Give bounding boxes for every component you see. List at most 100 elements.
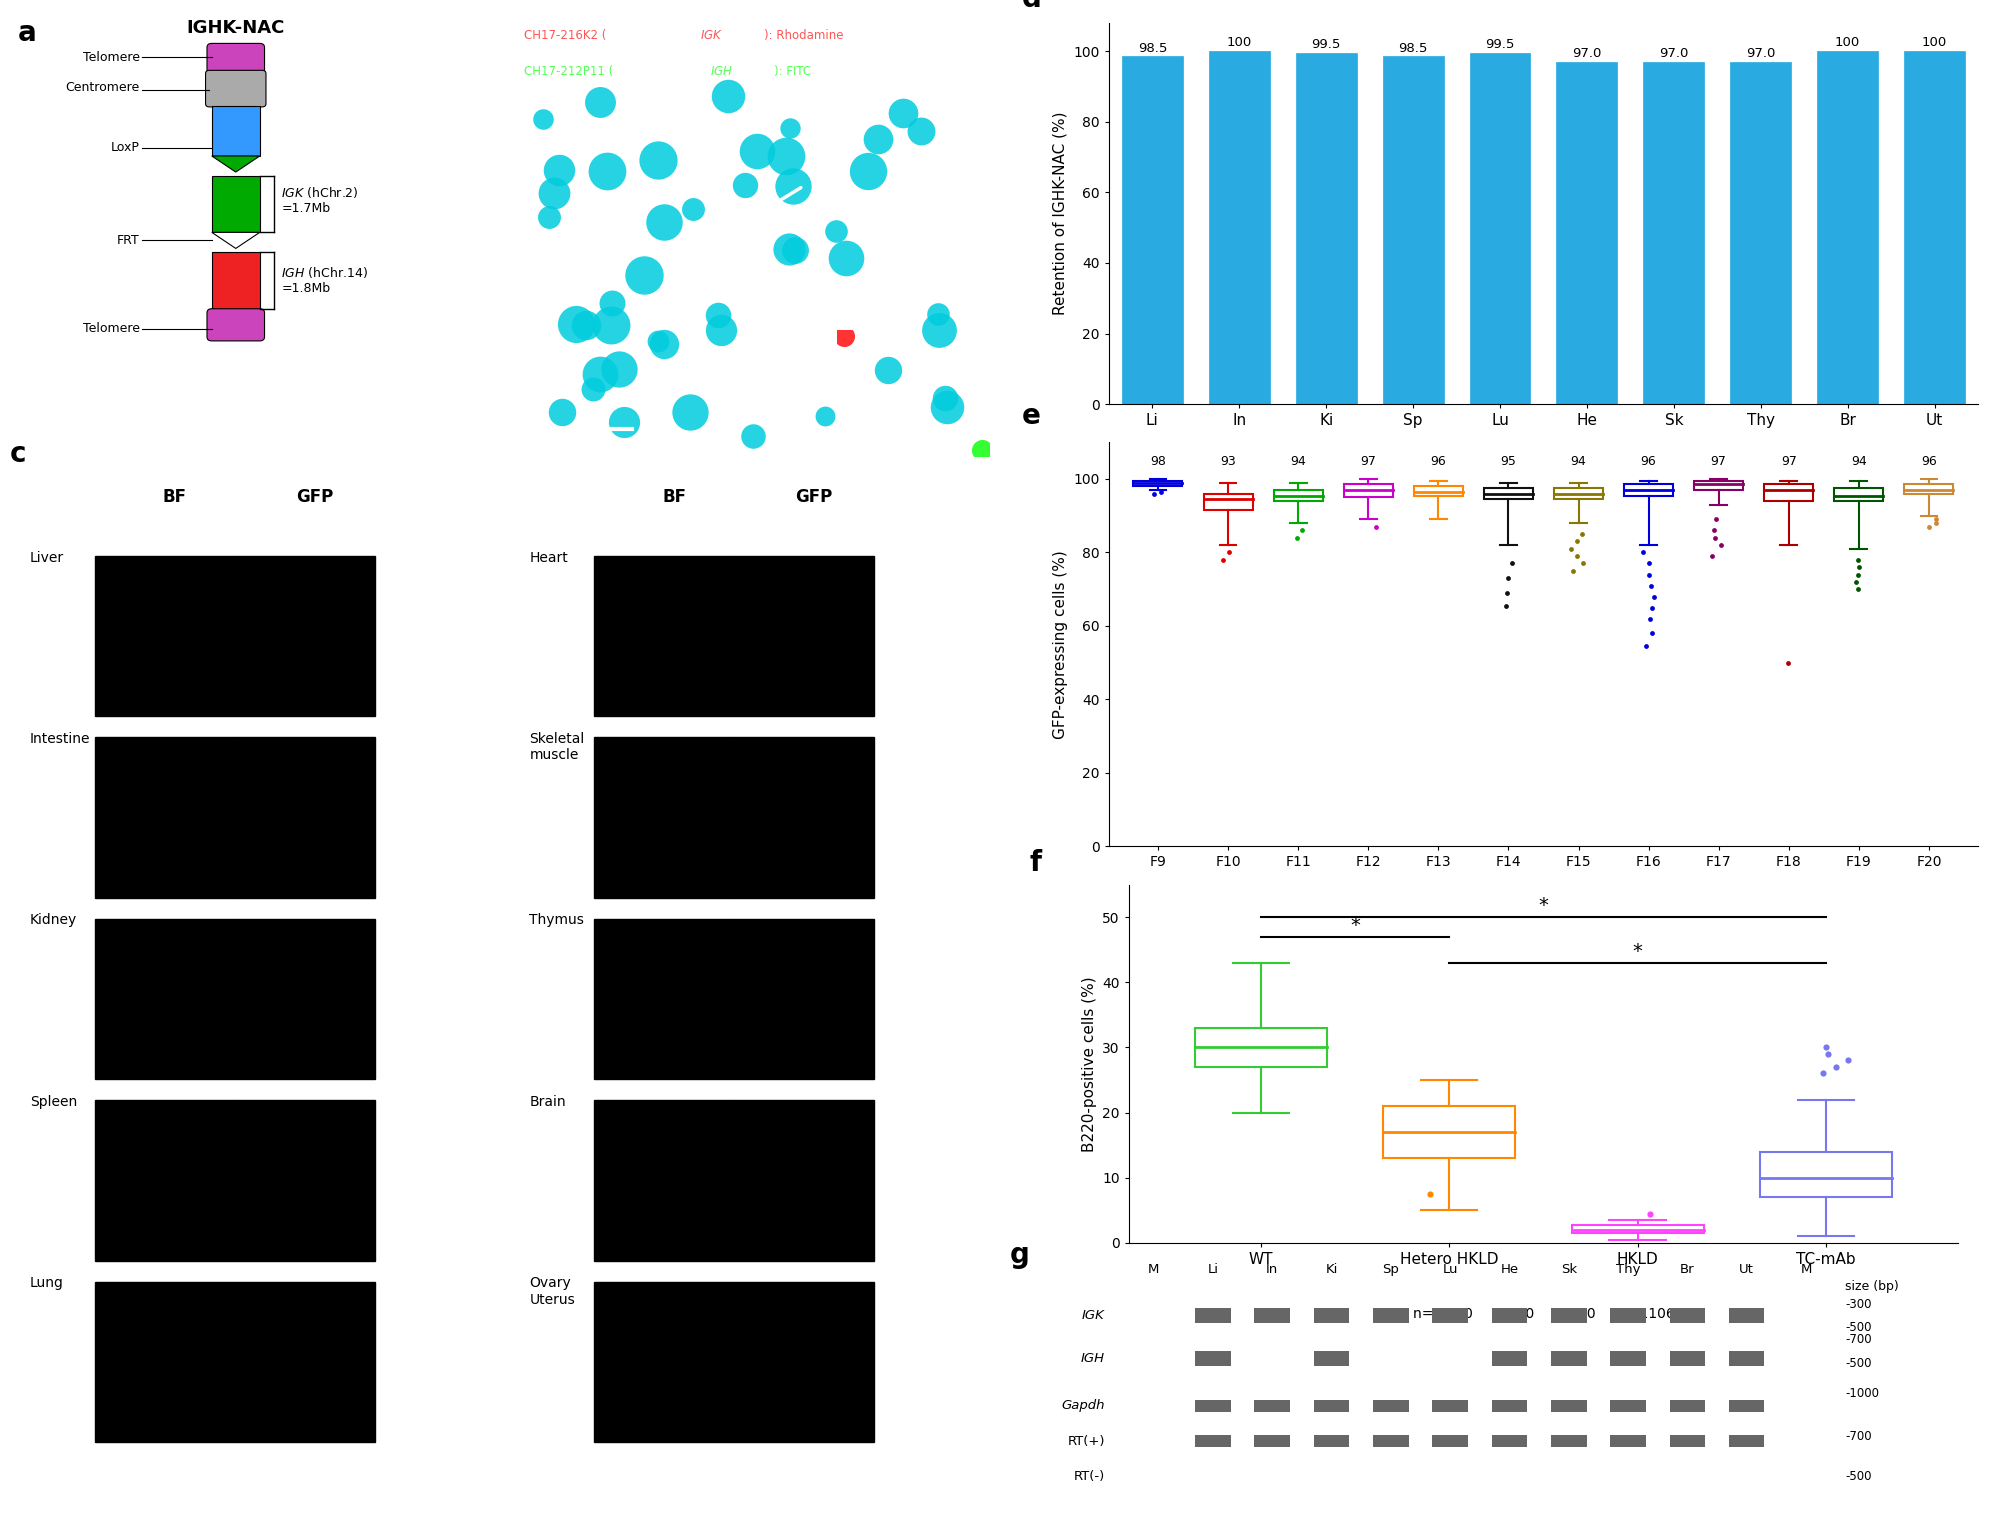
Text: 97: 97: [1361, 454, 1377, 468]
Text: ): Rhodamine: ): Rhodamine: [763, 29, 843, 41]
Text: Skeletal
muscle: Skeletal muscle: [529, 732, 585, 762]
Point: [1812, 1042, 1844, 1066]
FancyBboxPatch shape: [1373, 1400, 1409, 1412]
Point: [1808, 1061, 1840, 1086]
Bar: [1297, 53, 1357, 404]
Point: [1145, 480, 1177, 505]
Point: [1840, 570, 1872, 595]
Text: *: *: [1632, 942, 1642, 961]
Bar: [1273, 490, 1323, 502]
Polygon shape: [212, 232, 260, 249]
FancyBboxPatch shape: [96, 1100, 236, 1261]
Point: [1696, 544, 1728, 569]
Text: 100: 100: [1834, 37, 1860, 49]
FancyBboxPatch shape: [595, 737, 735, 898]
Text: Heart: Heart: [529, 551, 567, 564]
FancyBboxPatch shape: [1493, 1400, 1526, 1412]
FancyBboxPatch shape: [1670, 1308, 1704, 1324]
Text: -700: -700: [1846, 1333, 1872, 1347]
FancyBboxPatch shape: [1255, 1308, 1291, 1324]
Point: [1636, 595, 1668, 619]
Point: [1632, 563, 1664, 587]
FancyBboxPatch shape: [1315, 1351, 1349, 1366]
Text: 97.0: 97.0: [1658, 47, 1688, 59]
Point: [1634, 607, 1666, 631]
Point: [1213, 540, 1245, 564]
Text: Lung: Lung: [30, 1276, 64, 1290]
Text: CH17-216K2 (: CH17-216K2 (: [523, 29, 607, 41]
Point: [1556, 558, 1588, 583]
Point: [1920, 511, 1952, 535]
Point: [1842, 576, 1874, 601]
Text: 97: 97: [1710, 454, 1726, 468]
Bar: [1195, 1028, 1327, 1068]
Text: -500: -500: [1846, 1321, 1872, 1334]
FancyBboxPatch shape: [1550, 1435, 1586, 1447]
Text: GFP: GFP: [795, 488, 833, 506]
Point: [1920, 508, 1952, 532]
Text: size (bp): size (bp): [1846, 1281, 1898, 1293]
Text: Thymus: Thymus: [529, 913, 583, 927]
Text: Liver: Liver: [30, 551, 64, 564]
Point: [1912, 514, 1944, 538]
FancyBboxPatch shape: [595, 1100, 735, 1261]
Bar: [1345, 485, 1393, 497]
Text: Telomere: Telomere: [82, 322, 140, 336]
Text: 98: 98: [1151, 454, 1167, 468]
Text: -500: -500: [1846, 1357, 1872, 1369]
Point: [1698, 526, 1730, 551]
Text: 98.5: 98.5: [1137, 41, 1167, 55]
Text: 97.0: 97.0: [1746, 47, 1776, 59]
FancyBboxPatch shape: [96, 1281, 236, 1443]
FancyBboxPatch shape: [1728, 1400, 1764, 1412]
FancyBboxPatch shape: [1315, 1308, 1349, 1324]
Text: -1000: -1000: [1846, 1388, 1880, 1400]
FancyBboxPatch shape: [735, 737, 875, 898]
Point: [1626, 540, 1658, 564]
FancyBboxPatch shape: [735, 1281, 875, 1443]
FancyBboxPatch shape: [735, 1100, 875, 1261]
Point: [1491, 581, 1522, 605]
Point: [1636, 621, 1668, 645]
FancyBboxPatch shape: [1610, 1400, 1646, 1412]
Point: [1554, 537, 1586, 561]
Text: LoxP: LoxP: [112, 142, 140, 154]
Bar: [1485, 488, 1532, 499]
FancyBboxPatch shape: [1433, 1435, 1469, 1447]
Point: [1139, 482, 1171, 506]
FancyBboxPatch shape: [1728, 1308, 1764, 1324]
Text: f: f: [1029, 848, 1041, 877]
Text: Thy: Thy: [1616, 1263, 1640, 1276]
Text: Sk: Sk: [1560, 1263, 1576, 1276]
Text: Lu: Lu: [1443, 1263, 1459, 1276]
Bar: [1415, 486, 1463, 496]
Point: [1700, 508, 1732, 532]
FancyBboxPatch shape: [735, 555, 875, 717]
Text: a: a: [18, 20, 36, 47]
Bar: [1764, 485, 1814, 502]
Point: [1842, 547, 1874, 572]
FancyBboxPatch shape: [1670, 1435, 1704, 1447]
FancyBboxPatch shape: [1550, 1351, 1586, 1366]
FancyBboxPatch shape: [595, 918, 735, 1080]
Text: n=  37  109  87  72  56  87  103  216  148  105  57  29: n= 37 109 87 72 56 87 103 216 148 105 57…: [1361, 915, 1726, 929]
Polygon shape: [212, 156, 260, 172]
Text: IGHK-NAC: IGHK-NAC: [186, 20, 286, 37]
Bar: [1694, 480, 1742, 490]
FancyBboxPatch shape: [236, 918, 376, 1080]
Text: CH17-212P11 (: CH17-212P11 (: [523, 64, 613, 78]
Text: 99.5: 99.5: [1311, 38, 1341, 52]
Text: Br: Br: [1680, 1263, 1694, 1276]
Point: [1698, 518, 1730, 543]
Point: [1207, 547, 1239, 572]
Bar: [1383, 56, 1443, 404]
Text: Ki: Ki: [1325, 1263, 1339, 1276]
FancyBboxPatch shape: [1195, 1308, 1231, 1324]
Text: BF: BF: [661, 488, 687, 506]
FancyBboxPatch shape: [1433, 1400, 1469, 1412]
Y-axis label: B220-positive cells (%): B220-positive cells (%): [1081, 976, 1097, 1151]
Text: IGH: IGH: [1081, 1353, 1105, 1365]
Text: $\it{IGK}$ (hChr.2): $\it{IGK}$ (hChr.2): [282, 185, 358, 200]
Point: [1493, 566, 1524, 590]
Point: [1638, 584, 1670, 608]
